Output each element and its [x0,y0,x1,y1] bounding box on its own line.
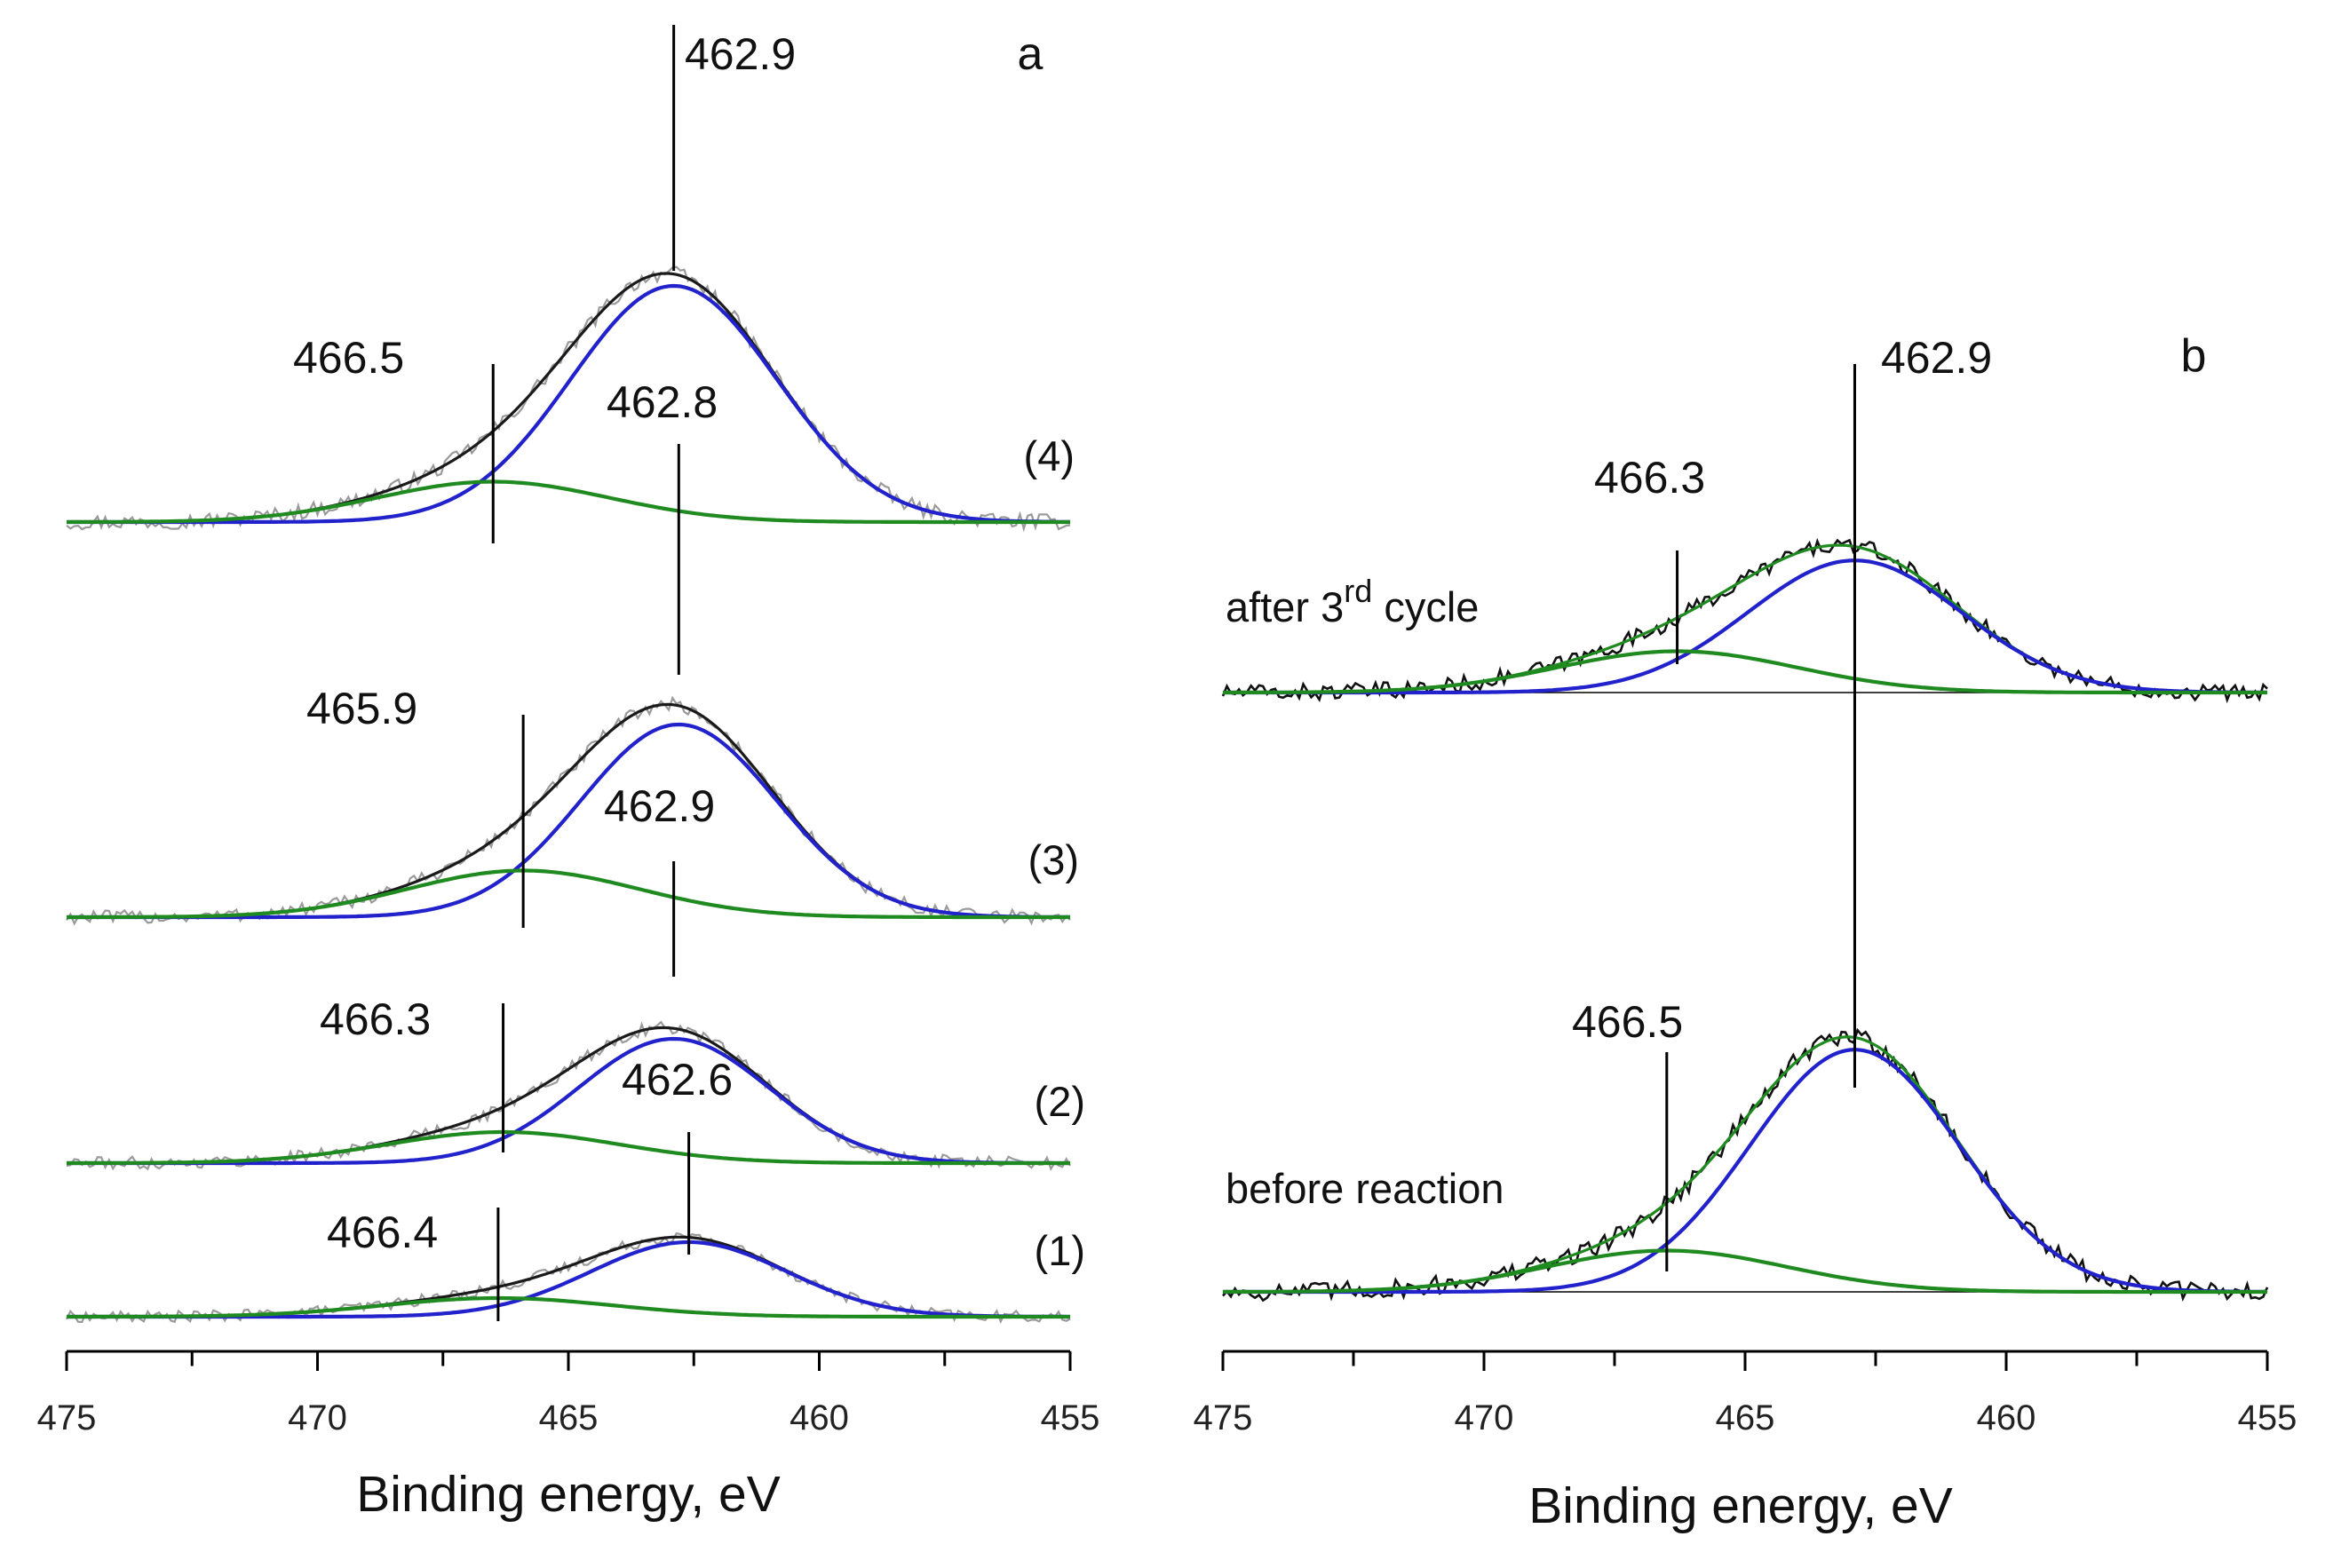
spectrum-label-text: (1) [1035,1227,1085,1274]
peak-label: 466.4 [327,1208,438,1257]
spectrum-1: 466.5 before reaction [1222,997,2269,1303]
main-component-line [67,1239,1070,1319]
spectrum-2: 462.9 466.3 (2) [66,781,1085,1171]
tick-label: 460 [1977,1398,2036,1437]
envelope-fit-line [66,272,1070,524]
peak-label: 462.6 [622,1055,733,1105]
tick-label: 465 [539,1398,599,1437]
spectrum-1: 462.8 465.9 (3) [66,377,1079,928]
spectrum-label: (4) [1024,432,1075,479]
spectrum-label-text: before reaction [1226,1165,1504,1212]
main-component-line [1223,558,2267,695]
shoulder-component-line [1223,649,2267,695]
shoulder-component-line [67,1295,1070,1319]
spectrum-label: (2) [1035,1078,1085,1125]
peak-label: 466.3 [1594,453,1705,503]
main-component-line [1223,1048,2267,1295]
x-axis-title: Binding energy, eV [1528,1477,1952,1534]
tick-label: 470 [1455,1398,1514,1437]
spectrum-label: (3) [1028,836,1079,883]
peak-label: 465.9 [306,684,417,733]
tick-label: 455 [2238,1398,2297,1437]
shoulder-component-line [1223,1248,2267,1295]
raw-spectrum-line [1222,1027,2269,1303]
spectrum-label-text: after 3 [1226,583,1344,630]
tick-label: 460 [790,1398,849,1437]
tick-label: 470 [288,1398,347,1437]
tick-label: 465 [1716,1398,1775,1437]
peak-label: 462.8 [607,377,718,427]
x-axis-title: Binding energy, eV [356,1466,780,1523]
spectrum-label-text: (4) [1024,432,1075,479]
tick-label: 475 [37,1398,97,1437]
spectrum-label: (1) [1035,1227,1085,1274]
peak-label: 466.5 [293,333,404,383]
spectrum-label-tail: cycle [1372,583,1479,630]
shoulder-component-line [67,1129,1070,1166]
spectrum-label-text: (3) [1028,836,1079,883]
peak-label: 466.3 [320,994,431,1044]
tick-label: 455 [1041,1398,1100,1437]
spectrum-label: before reaction [1226,1165,1504,1212]
peak-label: 466.5 [1572,997,1683,1047]
spectrum-3: 462.6 466.4 (1) [66,1055,1085,1325]
spectrum-0: 462.9 466.5 (4) [66,25,1075,543]
peak-label: 462.9 [1881,333,1992,383]
envelope-fit-line [67,702,1070,919]
peak-label: 462.9 [604,781,715,831]
peak-label: 462.9 [685,29,796,79]
main-component-line [67,283,1070,525]
raw-spectrum-line [66,1231,1071,1325]
spectrum-label-text: (2) [1035,1078,1085,1125]
main-component-line [67,1036,1070,1166]
main-component-line [67,722,1070,920]
spectrum-label: after 3rd cycle [1226,573,1479,630]
tick-label: 475 [1194,1398,1253,1437]
raw-spectrum-line [66,265,1071,533]
shoulder-component-line [66,479,1070,525]
shoulder-component-line [67,868,1070,920]
raw-spectrum-line [66,695,1071,926]
spectrum-label-superscript: rd [1344,573,1372,609]
panel-letter: b [2181,330,2207,382]
spectrum-0: 462.9 466.3 after 3rd cycle [1221,333,2268,1088]
panel-letter: a [1018,28,1044,80]
envelope-fit-line [67,1235,1070,1319]
